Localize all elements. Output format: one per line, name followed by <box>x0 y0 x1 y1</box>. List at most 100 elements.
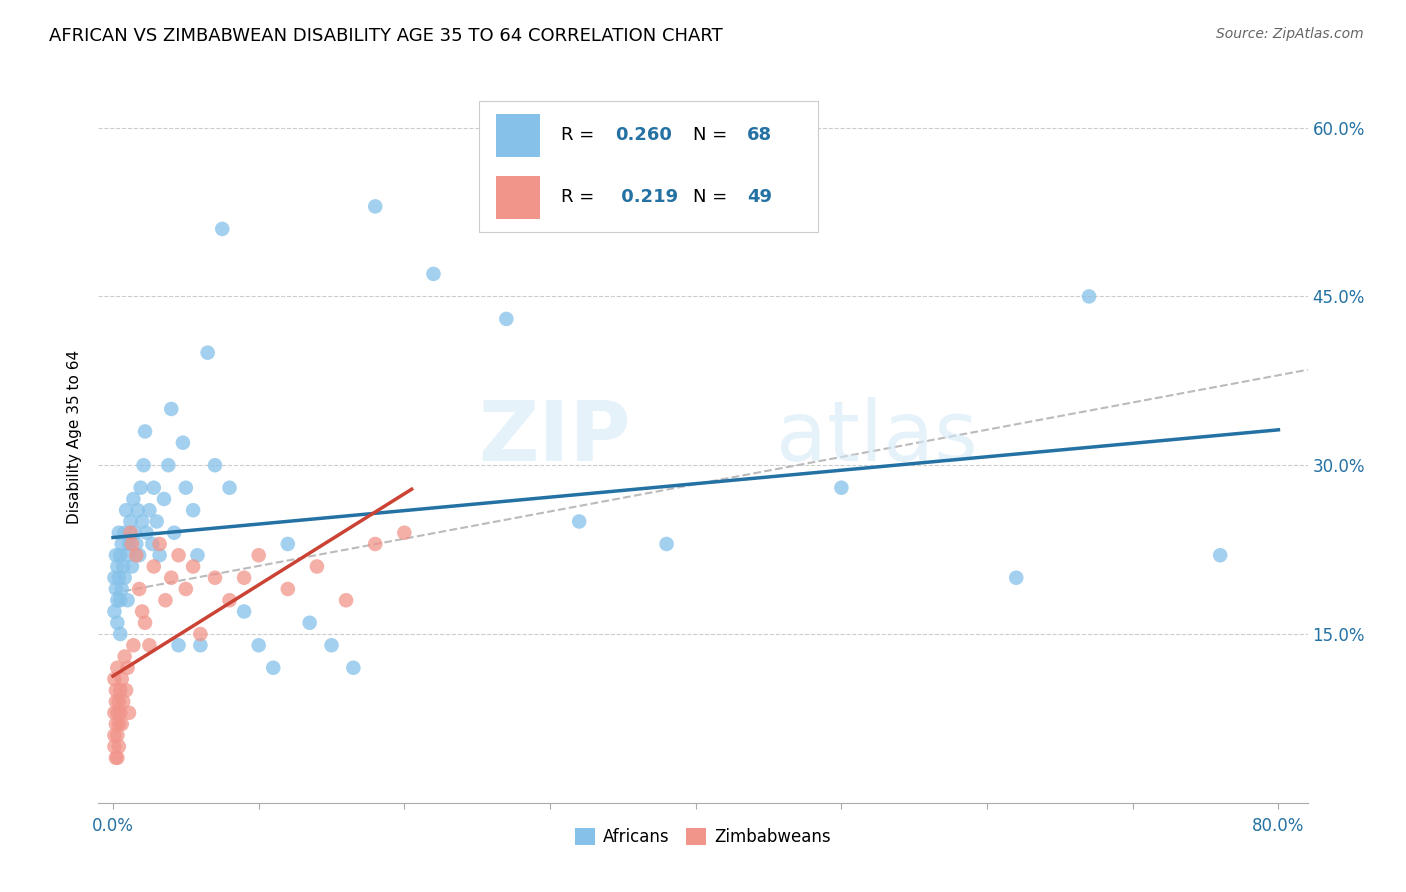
Point <box>568 515 591 529</box>
Point <box>190 627 212 641</box>
Point <box>160 401 183 416</box>
Point <box>120 525 142 540</box>
Point <box>122 638 145 652</box>
Point <box>160 571 183 585</box>
Point <box>103 728 125 742</box>
Point <box>124 525 146 540</box>
Point <box>181 503 204 517</box>
Point <box>1209 548 1232 562</box>
Point <box>364 537 387 551</box>
Point <box>105 706 128 720</box>
Point <box>163 525 186 540</box>
Point <box>103 605 125 619</box>
Point <box>495 312 517 326</box>
Point <box>105 559 128 574</box>
Point <box>204 571 226 585</box>
Point <box>155 593 177 607</box>
Point <box>142 481 165 495</box>
Point <box>108 717 131 731</box>
Point <box>233 571 256 585</box>
Point <box>114 649 136 664</box>
Point <box>142 559 165 574</box>
Point <box>153 491 176 506</box>
Point <box>132 458 155 473</box>
Point <box>149 537 172 551</box>
Point <box>247 548 270 562</box>
Point <box>121 537 143 551</box>
Text: ZIP: ZIP <box>478 397 630 477</box>
Point <box>145 515 167 529</box>
Point <box>103 706 125 720</box>
Point <box>103 571 125 585</box>
Point <box>190 638 212 652</box>
Point <box>104 717 127 731</box>
Point <box>105 661 128 675</box>
Point <box>218 593 240 607</box>
Point <box>131 605 153 619</box>
Point <box>108 525 131 540</box>
Point <box>422 267 444 281</box>
Point <box>277 537 299 551</box>
Point <box>110 593 132 607</box>
Point <box>122 491 145 506</box>
Point <box>108 694 131 708</box>
Point <box>655 537 678 551</box>
Point <box>167 548 190 562</box>
Point <box>138 503 160 517</box>
Point <box>174 481 197 495</box>
Point <box>112 559 135 574</box>
Point <box>218 481 240 495</box>
Point <box>247 638 270 652</box>
Point <box>120 515 142 529</box>
Point <box>111 717 134 731</box>
Point <box>134 615 156 630</box>
Point <box>108 739 131 754</box>
Text: atlas: atlas <box>776 397 977 477</box>
Point <box>114 571 136 585</box>
Point <box>111 672 134 686</box>
Point <box>167 638 190 652</box>
Point <box>114 525 136 540</box>
Point <box>141 537 163 551</box>
Point <box>103 739 125 754</box>
Point <box>181 559 204 574</box>
Point <box>110 548 132 562</box>
Point <box>117 661 139 675</box>
Point <box>186 548 208 562</box>
Point <box>174 582 197 596</box>
Point <box>149 548 172 562</box>
Point <box>104 694 127 708</box>
Point <box>298 615 321 630</box>
Point <box>112 694 135 708</box>
Y-axis label: Disability Age 35 to 64: Disability Age 35 to 64 <box>67 350 83 524</box>
Point <box>129 481 152 495</box>
Point <box>131 515 153 529</box>
Point <box>157 458 180 473</box>
Point <box>105 593 128 607</box>
Point <box>118 537 141 551</box>
Point <box>128 582 150 596</box>
Point <box>134 425 156 439</box>
Point <box>117 593 139 607</box>
Point <box>211 222 233 236</box>
Point <box>121 559 143 574</box>
Point <box>115 503 138 517</box>
Point <box>1078 289 1101 303</box>
Point <box>105 751 128 765</box>
Legend: Africans, Zimbabweans: Africans, Zimbabweans <box>568 822 838 853</box>
Point <box>110 683 132 698</box>
Point <box>105 615 128 630</box>
Point <box>262 661 284 675</box>
Point <box>117 548 139 562</box>
Point <box>118 706 141 720</box>
Point <box>197 345 219 359</box>
Point <box>108 571 131 585</box>
Point <box>104 751 127 765</box>
Point <box>138 638 160 652</box>
Point <box>103 672 125 686</box>
Point <box>125 548 148 562</box>
Point <box>115 683 138 698</box>
Point <box>104 548 127 562</box>
Point <box>105 728 128 742</box>
Text: AFRICAN VS ZIMBABWEAN DISABILITY AGE 35 TO 64 CORRELATION CHART: AFRICAN VS ZIMBABWEAN DISABILITY AGE 35 … <box>49 27 723 45</box>
